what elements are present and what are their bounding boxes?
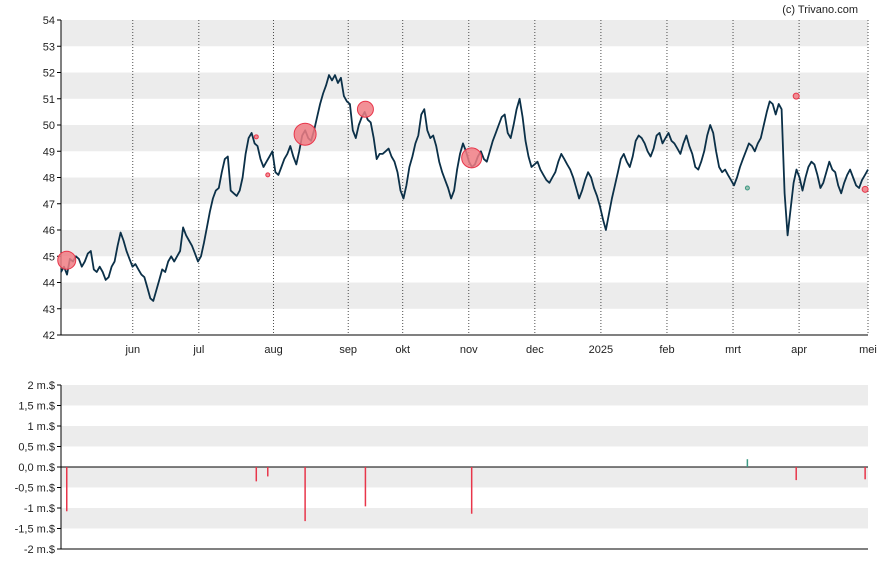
grid-band <box>61 20 868 47</box>
x-tick-label: mei <box>859 344 877 356</box>
grid-band <box>61 467 868 488</box>
sell-marker <box>57 250 77 270</box>
y-tick-label: 0,5 m.$ <box>18 442 55 454</box>
x-tick-label: okt <box>395 344 410 356</box>
grid-band <box>61 508 868 529</box>
y-tick-label: -0,5 m.$ <box>15 483 55 495</box>
sell-marker <box>253 134 259 140</box>
sell-marker <box>461 147 483 169</box>
y-tick-label: 52 <box>43 68 55 80</box>
y-tick-label: 44 <box>43 278 55 290</box>
grid-band <box>61 385 868 406</box>
y-tick-label: 1 m.$ <box>27 421 55 433</box>
y-tick-label: -1 m.$ <box>24 503 55 515</box>
y-tick-label: 42 <box>43 330 55 342</box>
x-tick-label: feb <box>659 344 674 356</box>
grid-band <box>61 230 868 257</box>
grid-band <box>61 177 868 204</box>
sell-marker <box>265 172 271 178</box>
volume-panel: 2 m.$ 1,5 m.$ 1 m.$ 0,5 m.$ 0,0 m.$ -0,5 m.$ -… <box>15 380 868 556</box>
y-tick-label: 50 <box>43 120 55 132</box>
sell-marker <box>356 100 374 118</box>
y-tick-label: 51 <box>43 94 55 106</box>
x-tick-label: dec <box>526 344 544 356</box>
y-tick-label: 1,5 m.$ <box>18 401 55 413</box>
y-tick-label: 54 <box>43 15 55 27</box>
x-tick-label: aug <box>264 344 282 356</box>
sell-marker <box>792 92 800 100</box>
credit-label: (c) Trivano.com <box>782 4 858 16</box>
y-tick-label: -2 m.$ <box>24 544 55 556</box>
x-tick-label: mrt <box>725 344 741 356</box>
y-tick-label: 2 m.$ <box>27 380 55 392</box>
y-tick-label: 45 <box>43 251 55 263</box>
sell-marker <box>861 185 869 193</box>
x-tick-label: jul <box>192 344 204 356</box>
buy-marker <box>744 185 750 191</box>
y-tick-label: 48 <box>43 173 55 185</box>
grid-band <box>61 426 868 447</box>
y-tick-label: 53 <box>43 41 55 53</box>
y-tick-label: 43 <box>43 304 55 316</box>
x-tick-label: nov <box>460 344 478 356</box>
price-panel: jun jul aug sep okt nov dec 2025 feb mrt apr mei 42 4… <box>43 15 877 356</box>
y-tick-label: 0,0 m.$ <box>18 462 55 474</box>
price-line <box>60 74 869 302</box>
x-tick-label: sep <box>339 344 357 356</box>
x-tick-label: jun <box>124 344 140 356</box>
y-tick-label: 47 <box>43 199 55 211</box>
y-tick-label: 49 <box>43 146 55 158</box>
grid-band <box>61 282 868 309</box>
x-tick-label: 2025 <box>589 344 613 356</box>
y-tick-label: 46 <box>43 225 55 237</box>
grid-band <box>61 72 868 99</box>
y-tick-label: -1,5 m.$ <box>15 524 55 536</box>
sell-marker <box>293 122 317 146</box>
x-tick-label: apr <box>791 344 807 356</box>
